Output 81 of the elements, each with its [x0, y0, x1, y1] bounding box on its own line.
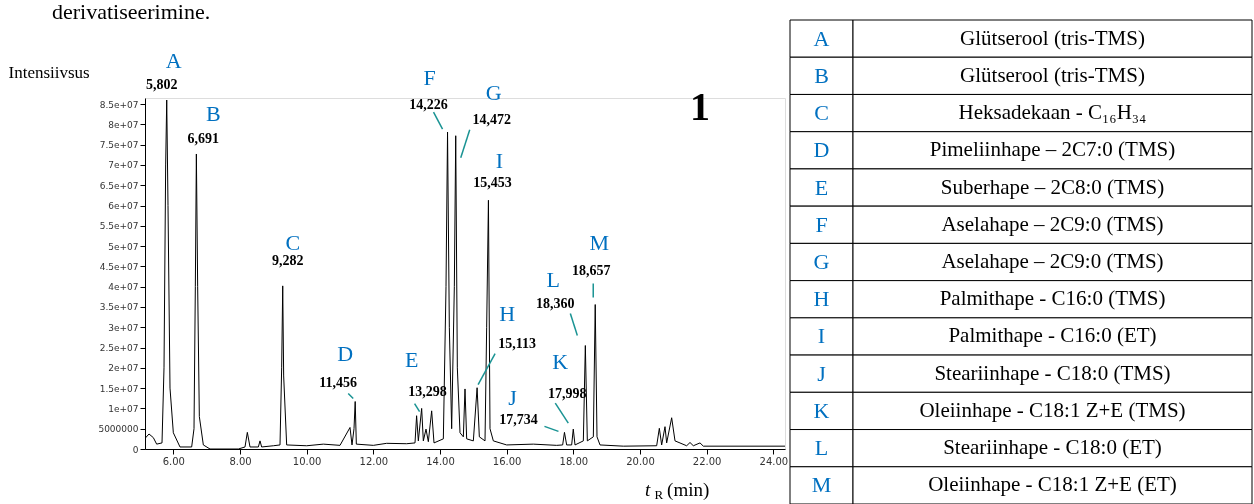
x-tick-label: 16.00 — [492, 455, 522, 467]
annotation: H — [499, 300, 516, 326]
y-tick-label: 6.5e+07 — [99, 180, 139, 191]
text: Palmithape - C16:0 (TMS) — [939, 286, 1166, 311]
y-tick-label: 8e+07 — [108, 119, 139, 130]
y-tick-label: 3e+07 — [108, 322, 139, 333]
y-tick-label: 7.5e+07 — [99, 140, 139, 151]
annotation: 14,226 — [409, 97, 448, 113]
text: Glütserool (tris-TMS) — [960, 62, 1145, 87]
text: Aselahape – 2C9:0 (TMS) — [941, 211, 1164, 236]
category-label: J — [817, 360, 827, 386]
x-tick-label: 14.00 — [426, 455, 455, 467]
annotation: B — [206, 101, 221, 126]
text: Suberhape – 2C8:0 (TMS) — [940, 174, 1165, 199]
annotation: 5,802 — [145, 77, 178, 93]
text: Steariinhape - C18:0 (ET) — [943, 435, 1162, 460]
y-tick-label: 3.5e+07 — [99, 302, 139, 313]
y-tick-label: 4.5e+07 — [99, 261, 139, 272]
y-tick-label: 6e+07 — [108, 201, 139, 212]
category-label: F — [815, 211, 828, 237]
annotation: 18,360 — [536, 295, 575, 311]
x-tick-label: 22.00 — [692, 455, 722, 467]
text: Heksadekaan - C₁₆H₃₄ — [958, 100, 1147, 125]
annotation: K — [552, 349, 569, 375]
annotation: D — [337, 340, 354, 366]
text: Aselahape – 2C9:0 (TMS) — [941, 249, 1164, 273]
y-tick-label: 1e+07 — [108, 403, 139, 414]
annotation: 11,456 — [319, 374, 358, 390]
category-label: M — [811, 472, 832, 498]
text: Palmithape - C16:0 (ET) — [948, 323, 1157, 348]
annotation: 6,691 — [187, 131, 220, 146]
y-tick-label: 0 — [132, 444, 139, 455]
category-label: D — [813, 137, 830, 163]
category-label: B — [814, 62, 829, 88]
x-tick-label: 10.00 — [292, 455, 322, 467]
annotation: G — [485, 79, 502, 105]
category-label: K — [813, 397, 830, 423]
text: Glütserool (tris-TMS) — [960, 25, 1145, 50]
annotation: F — [423, 65, 436, 91]
annotation: 1 — [690, 84, 710, 129]
text: derivatiseerimine. — [52, 0, 211, 24]
annotation: C — [285, 229, 301, 255]
category-label: E — [814, 174, 829, 200]
y-tick-label: 1.5e+07 — [99, 383, 139, 394]
x-tick-label: 18.00 — [559, 455, 589, 467]
annotation: M — [589, 229, 610, 255]
y-tick-label: 4e+07 — [108, 282, 139, 293]
y-tick-label: 2e+07 — [108, 363, 139, 374]
annotation: 15,113 — [498, 335, 536, 351]
text: Pimeliinhape – 2C7:0 (TMS) — [929, 137, 1176, 162]
annotation: 9,282 — [271, 252, 304, 268]
annotation: E — [404, 346, 419, 372]
x-tick-label: 12.00 — [359, 455, 389, 467]
category-label: C — [814, 100, 829, 126]
y-tick-label: 7e+07 — [108, 160, 139, 171]
annotation: 14,472 — [472, 111, 511, 127]
annotation: L — [546, 266, 561, 292]
y-tick-label: 2.5e+07 — [99, 343, 139, 354]
x-tick-label: 24.00 — [759, 455, 789, 467]
annotation: 17,734 — [499, 412, 538, 428]
x-tick-label: 20.00 — [626, 455, 655, 467]
text: Steariinhape - C18:0 (TMS) — [934, 360, 1171, 385]
text: Oleiinhape - C18:1 Z+E (TMS) — [919, 397, 1186, 422]
annotation: J — [508, 385, 518, 411]
annotation: 18,657 — [571, 262, 611, 278]
text: Oleiinhape - C18:1 Z+E (ET) — [928, 472, 1177, 497]
category-label: L — [814, 435, 829, 461]
category-label: A — [813, 25, 830, 51]
annotation: A — [165, 48, 182, 74]
category-label: H — [813, 286, 830, 312]
annotation: 15,453 — [473, 175, 512, 191]
y-tick-label: 8.5e+07 — [99, 99, 139, 110]
y-tick-label: 5.5e+07 — [99, 221, 139, 232]
category-label: G — [813, 249, 830, 274]
y-tick-label: 5e+07 — [108, 241, 139, 252]
annotation: I — [495, 148, 504, 174]
category-label: I — [817, 323, 826, 349]
y-tick-label: 5000000 — [98, 424, 139, 435]
x-tick-label: 6.00 — [162, 455, 185, 467]
y-axis-title: Intensiivsus — [8, 62, 90, 82]
x-tick-label: 8.00 — [229, 455, 252, 467]
